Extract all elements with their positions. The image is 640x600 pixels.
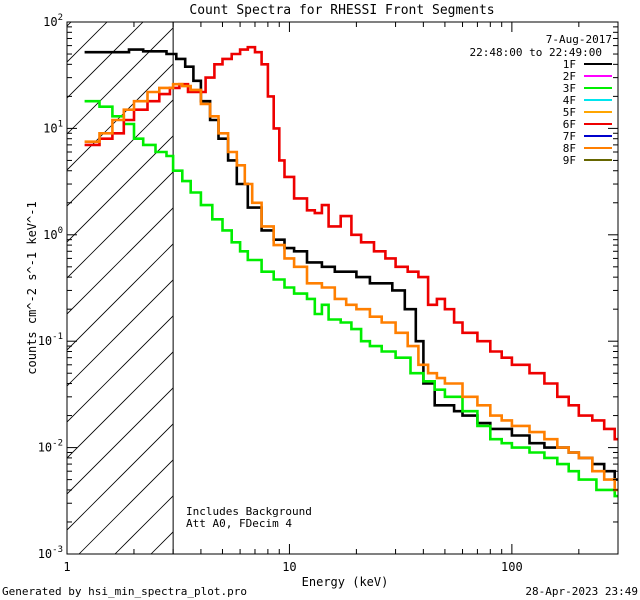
plot-frame [66, 21, 619, 555]
hatch-line [67, 171, 174, 279]
legend-label-9F: 9F [563, 154, 576, 167]
legend-label-4F: 4F [563, 94, 576, 107]
series-6F-line [84, 45, 618, 441]
hatch-line [67, 423, 174, 531]
series-8F-line [84, 82, 618, 492]
x-tick-label: 1 [63, 560, 70, 574]
legend-label-8F: 8F [563, 142, 576, 155]
y-tick-label: 100 [43, 226, 63, 242]
x-axis: 1 10 100 [63, 22, 619, 574]
annotation-attenuator: Att A0, FDecim 4 [186, 517, 292, 530]
hatch-line [67, 387, 174, 495]
y-tick-label: 10-2 [38, 439, 63, 455]
attenuator-hatch-region [0, 0, 640, 554]
legend-label-2F: 2F [563, 70, 576, 83]
legend-label-3F: 3F [563, 82, 576, 95]
hatch-line [67, 99, 174, 207]
footer-timestamp: 28-Apr-2023 23:49 [525, 585, 638, 598]
series-layer [84, 45, 618, 498]
y-tick-label: 10-1 [38, 332, 63, 348]
hatch-line [67, 27, 174, 135]
hatch-line [259, 0, 640, 554]
legend-date: 7-Aug-2017 [546, 33, 612, 46]
hatch-line [0, 0, 103, 554]
chart-title: Count Spectra for RHESSI Front Segments [189, 3, 494, 18]
y-tick-label: 102 [43, 13, 63, 29]
y-axis-label-text: counts cm^-2 s^-1 keV^-1 [25, 201, 39, 374]
y-axis-label: counts cm^-2 s^-1 keV^-1 [25, 201, 39, 374]
hatch-line [67, 63, 174, 171]
hatch-line [114, 495, 174, 554]
footer-generated-by: Generated by hsi_min_spectra_plot.pro [2, 585, 247, 598]
y-tick-label: 10-3 [38, 545, 63, 561]
series-1F-line [84, 48, 618, 481]
legend-label-5F: 5F [563, 106, 576, 119]
annotation-background: Includes Background [186, 505, 312, 518]
hatch-line [67, 22, 144, 99]
hatch-line [67, 22, 108, 63]
x-tick-label: 10 [282, 560, 296, 574]
y-tick-label: 101 [43, 119, 63, 135]
series-3F-line [84, 99, 618, 498]
hatch-line [67, 351, 174, 459]
legend-label-7F: 7F [563, 130, 576, 143]
hatch-line [67, 243, 174, 351]
hatch-line [67, 207, 174, 315]
legend-label-1F: 1F [563, 58, 576, 71]
legend-time-range: 22:48:00 to 22:49:00 [470, 46, 602, 59]
x-tick-label: 100 [501, 560, 523, 574]
y-axis: 10-3 10-2 10-1 100 101 102 [38, 13, 618, 561]
legend-label-6F: 6F [563, 118, 576, 131]
x-axis-label: Energy (keV) [302, 575, 389, 589]
